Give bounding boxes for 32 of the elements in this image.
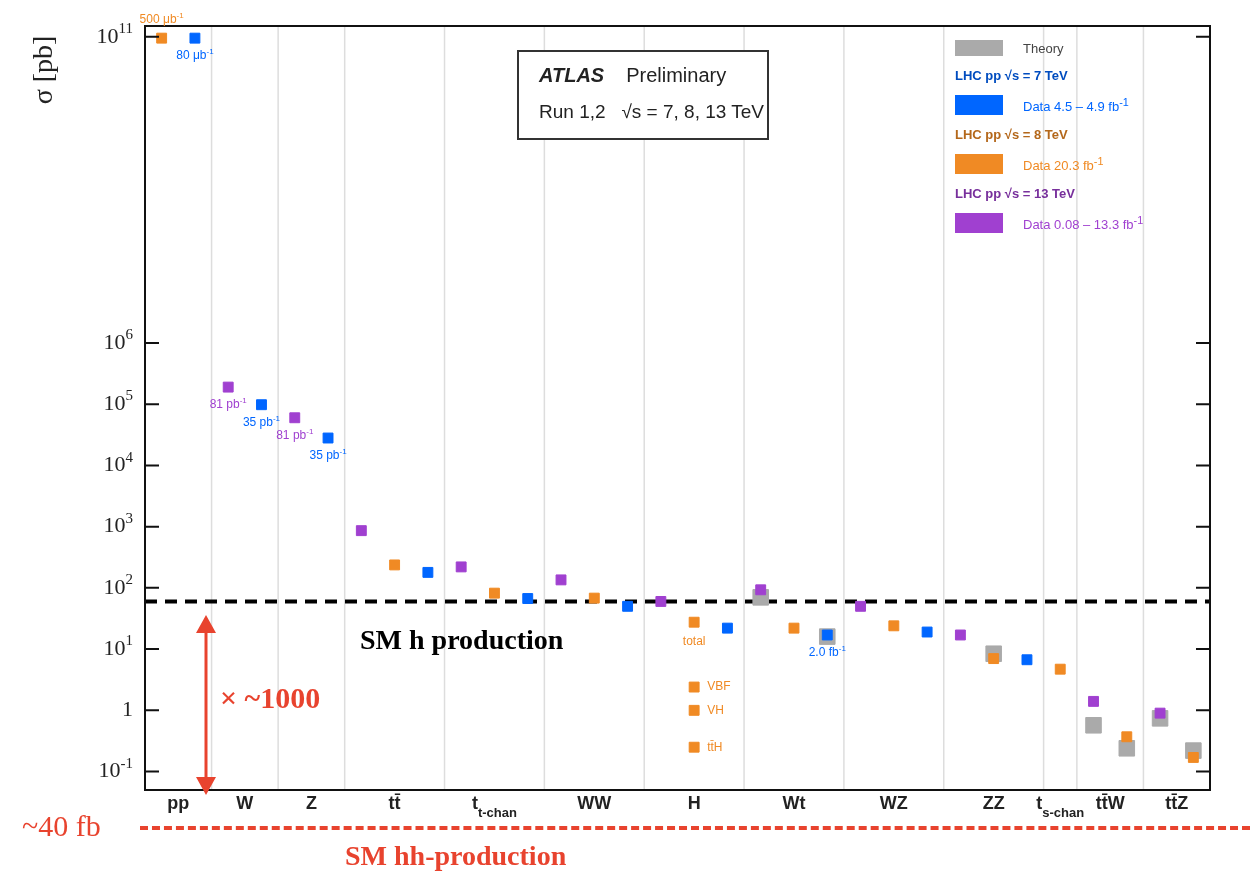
y-tick-label: 1 [122, 696, 133, 722]
annotation: Preliminary [626, 64, 727, 86]
y-axis-title: σ [pb] [27, 35, 59, 105]
annotation: Run 1,2 √s = 7, 8, 13 TeV [539, 101, 766, 123]
x-tick-label: pp [167, 792, 190, 813]
annotation: LHC pp √s = 8 TeV [955, 127, 1069, 142]
legend-label: Data 0.08 – 13.3 fb$^{-1}$ [1023, 213, 1144, 233]
annotation: LHC pp √s = 7 TeV [955, 68, 1069, 83]
x-tick-label: W [236, 792, 254, 813]
text: SM hh-production [345, 840, 567, 872]
annotation: tt̄H [707, 739, 723, 754]
text: ~40 fb [22, 808, 101, 842]
text-box: ATLAS Preliminary Run 1,2 √s = 7, 8, 13 TeV [517, 50, 769, 140]
x-tick-label: WW [577, 792, 612, 813]
ref-line-label: SM h production [360, 623, 564, 655]
x-tick-label: tt̄W [1095, 792, 1125, 813]
x-tick-label: ZZ [982, 792, 1005, 813]
x-tick-label: Z [305, 792, 317, 813]
legend-label: Data 20.3 fb$^{-1}$ [1023, 154, 1104, 174]
x-tick-label: H [687, 792, 701, 813]
legend-label: Data 4.5 – 4.9 fb$^{-1}$ [1023, 95, 1129, 115]
x-tick-label: tt̄Z [1165, 792, 1189, 813]
x-tick-label: WZ [879, 792, 908, 813]
annotation: LHC pp √s = 13 TeV [955, 186, 1076, 201]
annotation: ATLAS [539, 64, 605, 86]
annotation: VH [707, 702, 724, 717]
legend-label: Theory [1023, 40, 1064, 56]
x-tick-label: tt̄ [388, 792, 401, 813]
annotation: total [682, 633, 706, 648]
annotation: × ~1000 [220, 680, 321, 714]
x-tick-label: Wt [782, 792, 806, 813]
annotation: VBF [707, 679, 731, 694]
